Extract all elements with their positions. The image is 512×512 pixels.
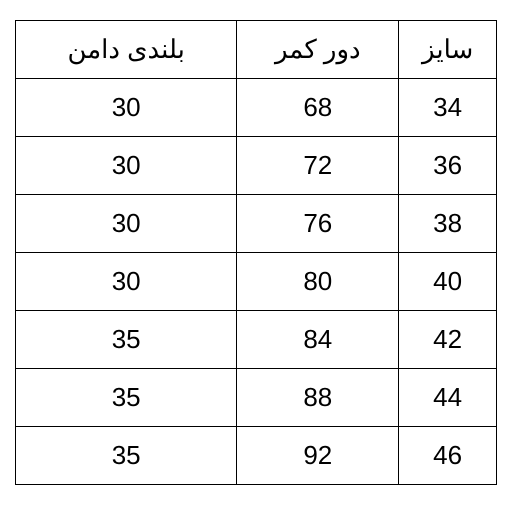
col-header-size: سایز [399,21,497,79]
cell-skirt-length: 35 [16,369,237,427]
table-row: 35 84 42 [16,311,497,369]
cell-skirt-length: 35 [16,427,237,485]
cell-size: 46 [399,427,497,485]
col-header-skirt-length: بلندی دامن [16,21,237,79]
cell-waist: 80 [237,253,399,311]
cell-size: 34 [399,79,497,137]
cell-size: 42 [399,311,497,369]
cell-size: 36 [399,137,497,195]
cell-waist: 76 [237,195,399,253]
col-header-waist: دور کمر [237,21,399,79]
table-row: 30 76 38 [16,195,497,253]
cell-waist: 84 [237,311,399,369]
cell-skirt-length: 30 [16,195,237,253]
cell-skirt-length: 35 [16,311,237,369]
cell-skirt-length: 30 [16,253,237,311]
cell-skirt-length: 30 [16,137,237,195]
table-row: 30 68 34 [16,79,497,137]
cell-waist: 68 [237,79,399,137]
table-row: 30 72 36 [16,137,497,195]
size-chart-table: بلندی دامن دور کمر سایز 30 68 34 30 72 3… [15,20,497,485]
table-row: 30 80 40 [16,253,497,311]
table-row: 35 88 44 [16,369,497,427]
table-row: 35 92 46 [16,427,497,485]
table-header-row: بلندی دامن دور کمر سایز [16,21,497,79]
cell-size: 40 [399,253,497,311]
cell-size: 38 [399,195,497,253]
cell-waist: 72 [237,137,399,195]
cell-skirt-length: 30 [16,79,237,137]
cell-size: 44 [399,369,497,427]
cell-waist: 92 [237,427,399,485]
cell-waist: 88 [237,369,399,427]
